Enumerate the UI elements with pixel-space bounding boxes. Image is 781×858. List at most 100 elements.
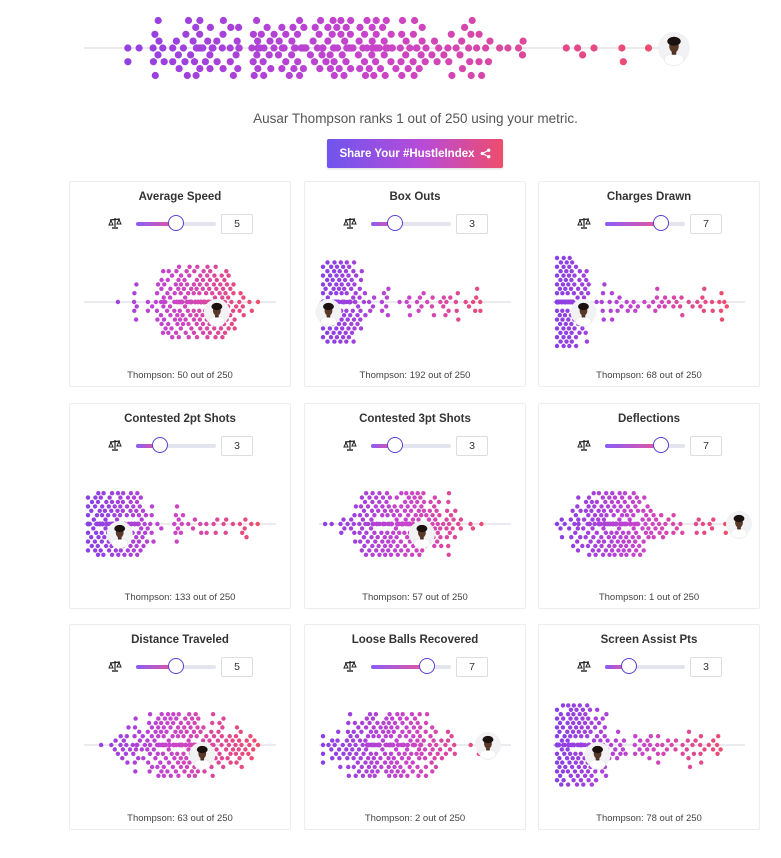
panel-1-dot (220, 295, 225, 300)
panel-8-dot (386, 720, 392, 726)
panel-3-dot (557, 321, 563, 327)
panel-9-dot (580, 716, 585, 721)
weight-value-input[interactable]: 5 (221, 214, 253, 234)
panel-8-dot (345, 756, 350, 761)
panel-7-dot (121, 738, 126, 743)
weight-value-input[interactable]: 3 (456, 436, 488, 456)
overall-dot (285, 71, 293, 80)
panel-1-dot (238, 291, 243, 296)
panel-3-dot (679, 295, 684, 300)
panel-5-dot (428, 499, 433, 505)
panel-7-dot (136, 756, 141, 761)
panel-7-dot (169, 751, 174, 756)
weight-slider[interactable] (605, 437, 685, 453)
overall-dot (278, 23, 286, 31)
overall-dot (254, 37, 262, 45)
share-hustle-index-button[interactable]: Share Your #HustleIndex (327, 139, 503, 168)
panel-5-dot (339, 530, 344, 535)
panel-5-dot (348, 526, 354, 531)
panel-5-dot (406, 513, 411, 518)
metric-beeswarm-chart (553, 255, 745, 349)
panel-1-dot (237, 308, 242, 313)
panel-8-dot (346, 764, 351, 770)
panel-3-dot (671, 295, 677, 300)
panel-7-dot (161, 764, 166, 770)
panel-8-dot (350, 738, 356, 743)
weight-slider[interactable] (371, 437, 451, 453)
panel-7-dot (166, 760, 172, 765)
panel-3-dot (565, 308, 570, 313)
panel-3-dot (558, 339, 563, 344)
weight-value-input[interactable]: 3 (221, 436, 253, 456)
panel-7-dot (181, 760, 186, 765)
panel-4-dot (186, 521, 191, 527)
panel-3-dot (659, 299, 665, 305)
weight-slider-thumb[interactable] (387, 437, 403, 453)
panel-3-dot (570, 260, 575, 265)
weight-slider-thumb[interactable] (653, 437, 669, 453)
panel-6-dot (656, 521, 662, 527)
panel-7-dot (161, 725, 166, 730)
weight-value-input[interactable]: 7 (690, 436, 722, 456)
overall-dot (409, 58, 417, 66)
player-rank-text: Thompson: 57 out of 250 (362, 592, 468, 603)
panel-8-dot (366, 756, 371, 761)
weight-slider[interactable] (136, 437, 216, 453)
weight-value-input[interactable]: 7 (690, 214, 722, 234)
panel-4-dot (102, 535, 107, 540)
weight-slider-thumb[interactable] (621, 658, 637, 674)
panel-3-dot (572, 273, 577, 278)
overall-dot (260, 44, 268, 52)
panel-5-dot (377, 521, 383, 527)
weight-value-input[interactable]: 5 (221, 657, 253, 677)
panel-1-dot (165, 291, 170, 296)
panel-8-dot (380, 747, 385, 752)
weight-value-input[interactable]: 3 (456, 214, 488, 234)
panel-8-dot (415, 720, 420, 726)
panel-1-dot (204, 282, 209, 287)
panel-5-dot (358, 539, 363, 544)
panel-3-dot (619, 304, 624, 309)
panel-4-dot (204, 530, 209, 535)
panel-1-dot (226, 326, 231, 331)
panel-1-dot (189, 286, 194, 291)
weight-slider[interactable] (605, 658, 685, 674)
overall-dot (330, 58, 338, 66)
overall-dot (465, 44, 473, 52)
panel-3-dot (695, 299, 700, 305)
panel-9-dot (554, 778, 560, 783)
overall-dot (282, 58, 290, 66)
panel-7-dot (158, 720, 164, 726)
panel-8-dot (414, 751, 419, 756)
panel-5-dot (394, 508, 400, 513)
weight-value-input[interactable]: 3 (690, 657, 722, 677)
weight-value-input[interactable]: 7 (456, 657, 488, 677)
weight-slider[interactable] (605, 215, 685, 231)
panel-2-dot (330, 277, 335, 283)
panel-3-dot (662, 295, 668, 300)
overall-dot (149, 44, 157, 52)
weight-slider[interactable] (136, 658, 216, 674)
panel-9-dot (582, 720, 588, 726)
weight-slider-thumb[interactable] (168, 658, 184, 674)
panel-2-dot (474, 286, 480, 291)
weight-slider-thumb[interactable] (387, 215, 403, 231)
panel-9-dot (604, 712, 609, 717)
overall-dot (435, 44, 443, 52)
panel-4-dot (91, 526, 96, 531)
weight-slider[interactable] (371, 215, 451, 231)
panel-3-dot (656, 304, 662, 309)
weight-slider-thumb[interactable] (653, 215, 669, 231)
weight-slider-thumb[interactable] (152, 437, 168, 453)
weight-slider-thumb[interactable] (419, 658, 435, 674)
panel-6-dot (619, 552, 624, 557)
panel-2-dot (359, 269, 364, 274)
panel-6-dot (612, 552, 617, 557)
panel-6-dot (559, 535, 565, 540)
panel-2-dot (425, 299, 430, 305)
weight-slider[interactable] (371, 658, 451, 674)
weight-slider-thumb[interactable] (168, 215, 184, 231)
panel-8-dot (336, 729, 341, 734)
weight-slider[interactable] (136, 215, 216, 231)
panel-1-dot (187, 264, 192, 269)
